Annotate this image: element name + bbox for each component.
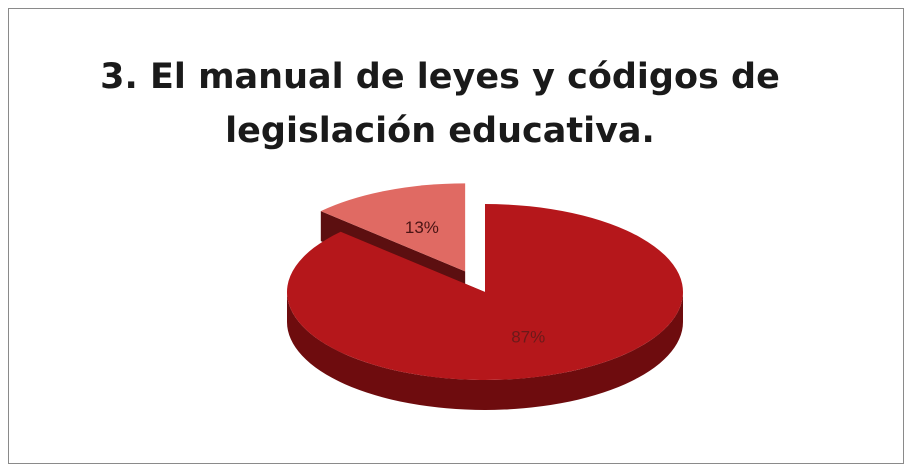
chart-title-line-2: legislación educativa.	[225, 111, 655, 151]
pie-slice-2-top	[320, 183, 466, 272]
pie-label-2: 13%	[405, 218, 439, 237]
pie-slice-1	[286, 204, 683, 410]
chart-title: 3. El manual de leyes y códigos de legis…	[0, 50, 880, 158]
pie-slice-1-rim-1	[287, 292, 683, 410]
pie-label-1: 87%	[511, 327, 545, 346]
chart-title-line-1: 3. El manual de leyes y códigos de	[100, 57, 780, 97]
pie-slice-1-top	[286, 204, 683, 380]
